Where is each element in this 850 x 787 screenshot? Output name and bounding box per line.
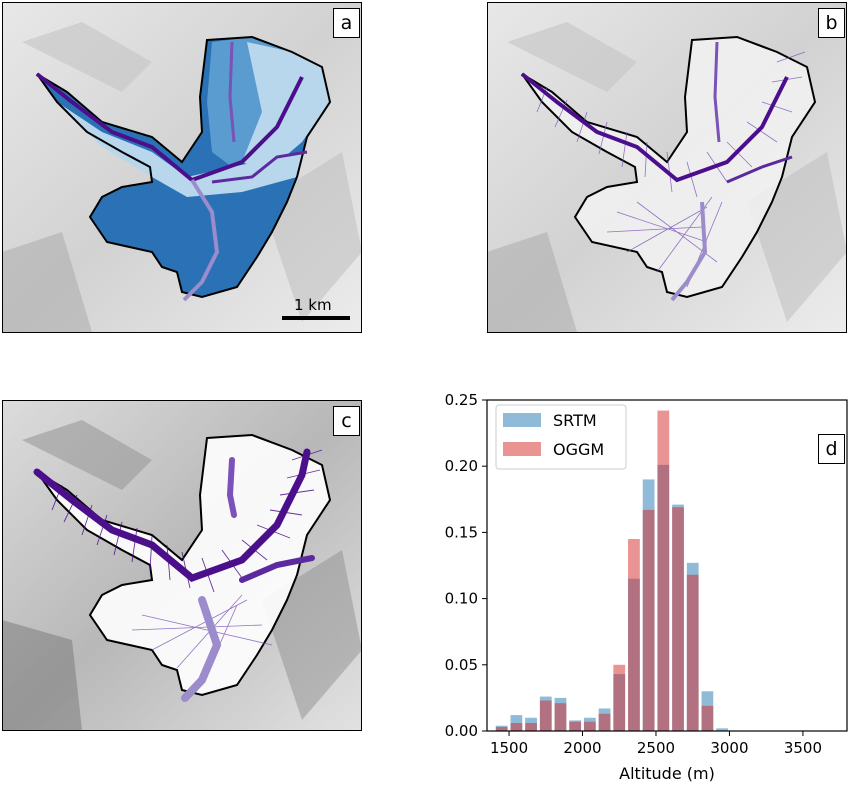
panel-letter-a: a: [333, 8, 360, 38]
bar-srtm: [642, 479, 655, 731]
panel-letter-d: d: [818, 434, 845, 464]
axes: 1500 2000 2500 3000 3500 0.00 0.05 0.10 0.15 0.20…: [445, 391, 848, 783]
bar-oggm: [510, 723, 523, 731]
bar-srtm: [613, 674, 626, 731]
panel-letter-b: b: [818, 8, 845, 38]
flowline-tributary: [226, 457, 237, 518]
hillshade-ridge: [507, 22, 637, 92]
hillshade-ridge: [2, 620, 82, 731]
hillshade-ridge: [22, 22, 152, 92]
bar-srtm: [525, 717, 537, 731]
hillshade-ridge: [2, 232, 92, 333]
bar-oggm: [583, 721, 596, 731]
flowline-tributary: [670, 201, 708, 302]
bar-srtm: [583, 717, 596, 731]
bar-srtm: [701, 691, 714, 731]
x-tick-label: 3000: [710, 739, 748, 757]
bar-srtm: [554, 697, 567, 731]
bar-srtm: [510, 715, 523, 731]
flowline-tributary: [713, 41, 721, 143]
bar-srtm: [569, 720, 582, 731]
flowline-tributary: [726, 155, 793, 184]
bar-oggm: [672, 507, 684, 731]
scalebar-line: [282, 316, 350, 320]
y-tick-label: 0.20: [445, 457, 478, 475]
legend-swatch: [503, 442, 541, 456]
panel-letter-c: c: [333, 406, 360, 436]
x-tick-label: 1500: [490, 739, 528, 757]
x-tick-label: 3500: [784, 739, 822, 757]
glacier-outline: [36, 35, 332, 299]
panel-b-flowlines-map: b: [487, 2, 847, 333]
x-tick-label: 2000: [563, 739, 601, 757]
bar-oggm: [701, 705, 714, 731]
bar-oggm: [598, 713, 611, 731]
bar-oggm: [569, 721, 582, 731]
panel-a-catchments-map: 1 km a: [2, 2, 362, 333]
legend-label: SRTM: [553, 411, 597, 430]
map-b-svg: [487, 2, 847, 333]
bar-srtm: [539, 696, 552, 731]
flowline-main: [35, 72, 304, 183]
y-tick-label: 0.05: [445, 656, 478, 674]
bar-srtm: [628, 578, 640, 731]
bar-oggm: [657, 410, 670, 731]
x-tick-label: 2500: [637, 739, 675, 757]
panel-c-widths-map: c: [2, 400, 362, 731]
map-a-svg: [2, 2, 362, 333]
bar-oggm: [628, 539, 640, 731]
flowline-main: [520, 72, 789, 183]
flowline-tributary: [228, 41, 236, 143]
bar-srtm: [716, 728, 728, 731]
width-lines: [131, 594, 273, 686]
bar-srtm: [672, 504, 684, 731]
bar-srtm: [686, 562, 699, 731]
bar-oggm: [686, 574, 699, 731]
legend-swatch: [503, 413, 541, 427]
flowline-tributary: [211, 150, 308, 184]
catchment-area-light: [57, 102, 302, 197]
hillshade-ridge: [487, 232, 577, 333]
y-tick-label: 0.25: [445, 391, 478, 409]
y-tick-label: 0.00: [445, 722, 478, 740]
bar-oggm: [525, 723, 537, 731]
bar-oggm: [539, 700, 552, 731]
legend-box: [495, 404, 627, 470]
flowline-tributary: [239, 555, 315, 583]
plot-area: [495, 410, 728, 731]
y-tick-label: 0.10: [445, 590, 478, 608]
hillshade-ridge: [22, 420, 152, 490]
flowline-tributary: [181, 596, 222, 702]
flowline-main: [33, 448, 311, 582]
bar-oggm: [554, 703, 567, 731]
map-c-svg: [2, 400, 362, 731]
flowline-tributary: [182, 178, 220, 302]
scalebar-label: 1 km: [294, 296, 332, 314]
axes-frame: [486, 399, 848, 732]
bar-srtm: [598, 708, 611, 731]
legend: SRTM OGGM: [495, 404, 627, 470]
bar-oggm: [642, 509, 655, 731]
bar-srtm: [495, 725, 508, 731]
bar-srtm: [657, 464, 670, 731]
bar-oggm: [495, 727, 508, 731]
y-tick-label: 0.15: [445, 523, 478, 541]
legend-label: OGGM: [553, 440, 604, 459]
bar-oggm: [613, 664, 626, 731]
x-axis-label: Altitude (m): [619, 764, 715, 783]
